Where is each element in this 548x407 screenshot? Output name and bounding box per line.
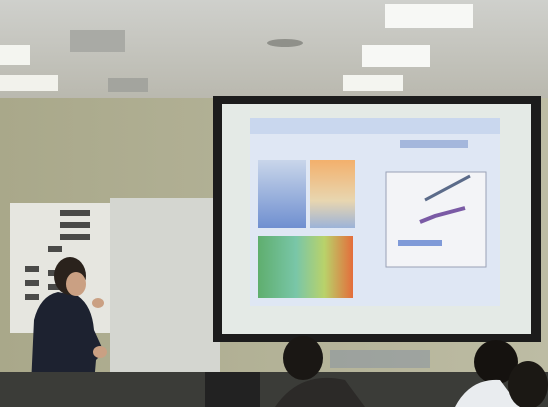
ceiling-light — [385, 4, 473, 28]
poster-marks — [25, 210, 90, 300]
vent — [70, 30, 125, 52]
slide-header — [250, 118, 500, 134]
ceiling-light — [343, 75, 403, 91]
audience-head — [283, 336, 323, 380]
slide-image — [258, 160, 306, 228]
ceiling-fixture — [267, 39, 303, 47]
audience-body — [455, 379, 520, 407]
presenter-hand — [93, 346, 107, 358]
vent — [108, 78, 148, 92]
slide-title-blur — [400, 140, 468, 148]
slide-chart-legend — [398, 240, 442, 246]
monitor — [205, 372, 260, 407]
audience-body — [275, 377, 365, 407]
ceiling-light — [0, 45, 30, 65]
whiteboard — [110, 198, 220, 376]
desk — [330, 350, 430, 368]
ceiling-light — [0, 75, 58, 91]
audience-head — [474, 340, 518, 384]
slide-chart — [385, 171, 487, 268]
slide-chart-line — [419, 206, 466, 224]
slide-map — [258, 236, 353, 298]
floor — [0, 372, 548, 407]
presenter-hand — [92, 298, 104, 308]
slide-chart-line — [424, 174, 471, 202]
audience-head — [508, 361, 548, 407]
presenter-face — [66, 272, 86, 296]
ceiling-light — [362, 45, 430, 67]
slide-image — [310, 160, 355, 228]
